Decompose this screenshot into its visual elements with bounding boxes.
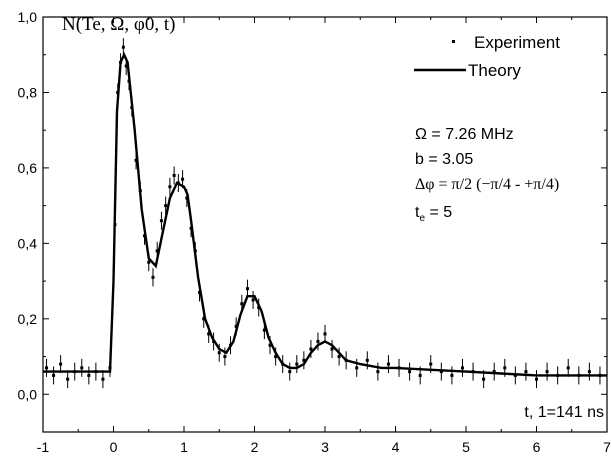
experiment-point bbox=[159, 219, 163, 223]
annotation-te: te = 5 bbox=[415, 204, 452, 224]
experiment-point bbox=[503, 366, 507, 370]
experiment-point bbox=[124, 64, 128, 68]
experiment-point bbox=[181, 177, 185, 181]
theory-series-line bbox=[43, 51, 607, 377]
x-tick-label: 2 bbox=[251, 439, 259, 455]
experiment-point bbox=[355, 366, 359, 370]
experiment-point bbox=[288, 370, 292, 374]
experiment-point bbox=[535, 377, 538, 381]
plot-area: -1 0 1 2 3 4 5 6 7 0,0 0,2 0,4 0,6 0,8 1,0 bbox=[18, 9, 611, 455]
experiment-point bbox=[408, 370, 412, 374]
experiment-point bbox=[302, 358, 306, 362]
experiment-point bbox=[330, 347, 334, 351]
experiment-point bbox=[268, 343, 272, 347]
experiment-point bbox=[101, 377, 105, 381]
experiment-point bbox=[164, 204, 168, 208]
experiment-point bbox=[80, 366, 84, 370]
experiment-point bbox=[316, 339, 320, 343]
annotation-b: b = 3.05 bbox=[415, 151, 473, 168]
experiment-point bbox=[251, 298, 255, 302]
legend-theory-label: Theory bbox=[468, 61, 521, 80]
annotation-te-name: t bbox=[415, 204, 420, 221]
x-tick-label: 1 bbox=[180, 439, 188, 455]
experiment-point bbox=[460, 366, 464, 370]
legend-experiment-marker bbox=[452, 40, 455, 43]
x-tick-label: 5 bbox=[462, 439, 470, 455]
x-tick-label: 3 bbox=[321, 439, 329, 455]
experiment-point bbox=[566, 366, 570, 370]
experiment-point bbox=[545, 370, 549, 374]
x-tick-label: 7 bbox=[603, 439, 611, 455]
experiment-point bbox=[450, 373, 454, 377]
annotation-omega: Ω = 7.26 MHz bbox=[415, 126, 514, 143]
y-tick-label: 0,6 bbox=[18, 160, 38, 176]
experiment-point bbox=[274, 355, 278, 359]
annotations: Ω = 7.26 MHz b = 3.05 Δφ = π/2 (−π/4 - +… bbox=[415, 126, 559, 224]
experiment-point bbox=[151, 275, 155, 279]
experiment-series bbox=[45, 38, 602, 389]
annotation-te-value: = 5 bbox=[425, 204, 452, 221]
experiment-point bbox=[52, 373, 56, 377]
y-tick-label: 1,0 bbox=[18, 9, 38, 25]
experiment-point bbox=[172, 173, 176, 177]
annotation-dphi: Δφ = π/2 (−π/4 - +π/4) bbox=[415, 176, 559, 193]
y-tick-label: 0,8 bbox=[18, 84, 38, 100]
experiment-point bbox=[223, 355, 227, 359]
experiment-point bbox=[365, 358, 369, 362]
experiment-point bbox=[482, 377, 486, 381]
x-tick-labels: -1 0 1 2 3 4 5 6 7 bbox=[37, 439, 611, 455]
annotation-te-sub: e bbox=[419, 213, 425, 224]
x-axis-label: t, 1=141 ns bbox=[524, 404, 604, 421]
experiment-point bbox=[323, 332, 327, 336]
experiment-point bbox=[66, 377, 70, 381]
experiment-point bbox=[134, 158, 138, 162]
chart-title: N(Te, Ω, φ0, t) bbox=[62, 14, 175, 35]
experiment-point bbox=[87, 373, 91, 377]
experiment-point bbox=[59, 362, 63, 366]
x-tick-label: 0 bbox=[110, 439, 118, 455]
y-tick-labels: 0,0 0,2 0,4 0,6 0,8 1,0 bbox=[18, 9, 38, 402]
legend: Experiment Theory bbox=[414, 33, 560, 80]
experiment-point bbox=[587, 370, 591, 374]
experiment-point bbox=[337, 355, 341, 359]
x-tick-label: 4 bbox=[392, 439, 400, 455]
experiment-point bbox=[524, 370, 528, 374]
experiment-point bbox=[376, 370, 380, 374]
experiment-point bbox=[245, 287, 249, 291]
experiment-point bbox=[309, 347, 313, 351]
experiment-point bbox=[121, 45, 125, 49]
experiment-point bbox=[492, 370, 496, 374]
experiment-point bbox=[155, 249, 159, 253]
experiment-point bbox=[202, 317, 206, 321]
y-tick-label: 0,2 bbox=[18, 311, 38, 327]
experiment-point bbox=[240, 302, 244, 306]
experiment-point bbox=[168, 185, 172, 189]
y-tick-label: 0,4 bbox=[18, 235, 38, 251]
axis-ticks bbox=[42, 16, 608, 433]
y-tick-label: 0,0 bbox=[18, 386, 38, 402]
experiment-point bbox=[207, 332, 211, 336]
x-tick-label: 6 bbox=[533, 439, 541, 455]
experiment-point bbox=[262, 328, 266, 332]
experiment-point bbox=[295, 362, 299, 366]
x-tick-label: -1 bbox=[37, 439, 50, 455]
experiment-point bbox=[147, 260, 151, 264]
legend-experiment-label: Experiment bbox=[474, 33, 560, 52]
experiment-point bbox=[386, 362, 390, 366]
experiment-point bbox=[429, 362, 433, 366]
experiment-point bbox=[439, 370, 443, 374]
experiment-point bbox=[217, 351, 221, 355]
plot-frame bbox=[42, 16, 608, 433]
experiment-point bbox=[45, 366, 49, 370]
experiment-point bbox=[418, 373, 422, 377]
